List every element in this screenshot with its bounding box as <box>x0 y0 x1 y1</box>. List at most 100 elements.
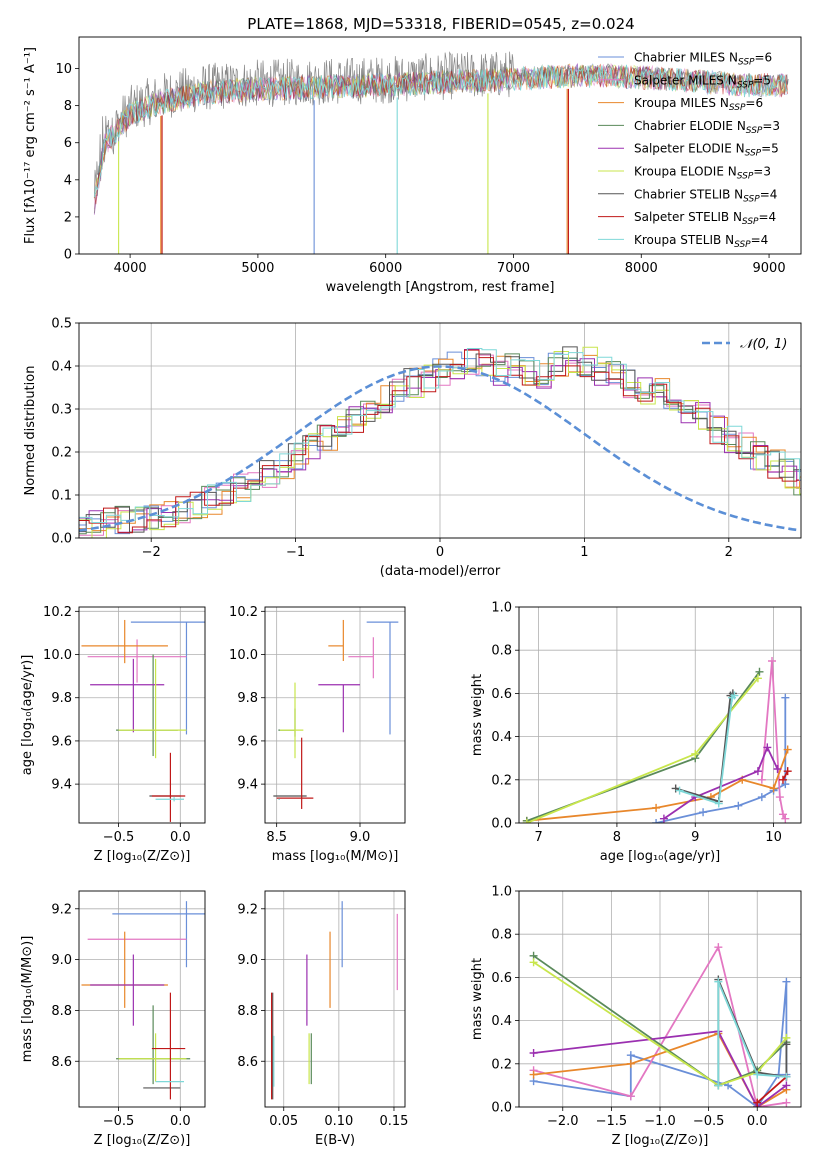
weight_vs_age-xlabel: age [log₁₀(age/yr)] <box>600 849 721 864</box>
mass_vs_EBV-ytick-label-2: 9.0 <box>237 953 258 968</box>
age_vs_mass-frame <box>264 606 406 824</box>
spectrum-legend-name-4: Salpeter ELODIE N <box>634 142 745 156</box>
age_vs_Z-xtick-label-1: 0.0 <box>170 830 191 845</box>
weight_vs_age-marker-1-2 <box>775 793 784 802</box>
age_vs_mass-ytick-label-0: 9.4 <box>237 778 258 793</box>
spectrum-legend-n-6: =4 <box>760 187 778 201</box>
weight_vs_age-marker-0-6 <box>781 693 790 702</box>
weight_vs_Z-marker-2-1 <box>626 1059 635 1068</box>
spectrum-ytick-label-4: 8 <box>64 99 72 114</box>
weight_vs_age-plot-area <box>522 657 792 823</box>
weight_vs_age-ylabel: mass weight <box>470 674 485 756</box>
residuals-xtick-label-1: −1 <box>286 545 305 560</box>
residuals-frame <box>78 322 802 539</box>
age_vs_Z-ylabel: age [log₁₀(age/yr)] <box>20 655 35 776</box>
spectrum-legend-name-6: Chabrier STELIB N <box>634 187 743 201</box>
age_vs_Z-frame <box>78 606 206 824</box>
residuals-ytick-label-4: 0.4 <box>51 360 72 375</box>
residuals-hist-6 <box>79 346 801 533</box>
spectrum-legend-label-8: Kroupa STELIB NSSP=4 <box>634 233 768 250</box>
spectrum-legend-name-8: Kroupa STELIB N <box>634 233 734 247</box>
weight_vs_Z-line-5 <box>533 961 788 1087</box>
weight_vs_Z-line-7 <box>756 1076 787 1104</box>
mass_vs_Z-ylabel: mass [log₁₀(M/M⊙)] <box>20 936 35 1063</box>
residuals-ytick-label-3: 0.3 <box>51 403 72 418</box>
age_vs_mass-ytick-label-4: 10.2 <box>229 605 258 620</box>
weight_vs_age-xtick-label-2: 9 <box>691 830 699 845</box>
spectrum-legend-sub-7: SSP <box>742 217 759 227</box>
weight_vs_age-marker-3-2 <box>755 667 764 676</box>
residuals-hist-7 <box>79 349 801 534</box>
weight_vs_Z-marker-0-2 <box>626 1051 635 1060</box>
age_vs_Z-ytick-label-0: 9.4 <box>51 778 72 793</box>
spectrum-ylabel: Flux [fλ10⁻¹⁷ erg cm⁻² s⁻¹ A⁻¹] <box>23 47 38 244</box>
spectrum-legend-sub-0: SSP <box>738 58 755 68</box>
mass_vs_EBV-ytick-label-3: 9.2 <box>237 902 258 917</box>
weight_vs_Z-marker-8-1 <box>714 977 723 986</box>
weight_vs_Z-ytick-label-0: 0.0 <box>491 1101 512 1116</box>
weight_vs_age-ytick-label-1: 0.2 <box>491 773 512 788</box>
age_vs_Z-ytick-label-3: 10.0 <box>43 648 72 663</box>
weight_vs_age-xtick-label-1: 8 <box>613 830 621 845</box>
weight_vs_age-marker-2-1 <box>652 803 661 812</box>
weight_vs_Z-marker-1-4 <box>782 1098 791 1107</box>
spectrum-legend-sub-4: SSP <box>745 149 762 159</box>
mass_vs_Z-xtick-label-1: 0.0 <box>170 1114 191 1129</box>
weight_vs_Z-marker-6-4 <box>782 1040 791 1049</box>
residuals-hist-8 <box>79 348 801 523</box>
mass_vs_Z-xtick-label-0: −0.5 <box>103 1114 135 1129</box>
weight_vs_age-xtick-label-3: 10 <box>765 830 782 845</box>
weight_vs_Z-plot-area <box>529 943 791 1107</box>
weight_vs_age-marker-1-4 <box>781 814 790 823</box>
spectrum-legend-name-2: Kroupa MILES N <box>634 96 729 110</box>
axes-layer: 4000 5000 6000 7000 8000 90000246810wavelengt… <box>20 36 802 1148</box>
spectrum-legend-label-4: Salpeter ELODIE NSSP=5 <box>634 142 779 159</box>
residuals-axes: −2 −1 0 1 2 0.0 0.1 0.2 0.3 0.4 0.5 (data-model)/er… <box>23 317 802 579</box>
mass_vs_EBV-xtick-label-2: 0.15 <box>379 1114 408 1129</box>
residuals-hist-0 <box>79 351 801 535</box>
spectrum-ytick-label-3: 6 <box>64 136 72 151</box>
weight_vs_age-marker-8-3 <box>730 691 739 700</box>
spectrum-legend-n-2: =6 <box>745 96 763 110</box>
age_vs_Z-plot-area <box>81 619 205 822</box>
age_vs_mass-ytick-label-2: 9.8 <box>237 691 258 706</box>
weight_vs_Z-ytick-label-1: 0.2 <box>491 1057 512 1072</box>
weight_vs_Z-xtick-label-4: 0.0 <box>747 1114 768 1129</box>
weight_vs_age-frame <box>518 606 802 824</box>
residuals-gaussian-line <box>79 365 799 532</box>
weight_vs_Z-ytick-label-3: 0.6 <box>491 971 512 986</box>
spectrum-model-line-4 <box>93 62 788 215</box>
weight_vs_Z-marker-7-0 <box>753 1098 762 1107</box>
weight_vs_Z-marker-5-0 <box>529 958 538 967</box>
weight_vs_age-line-2 <box>526 749 789 822</box>
weight_vs_age-xtick-label-0: 7 <box>534 830 542 845</box>
residuals-legend-label: 𝒩(0, 1) <box>740 337 787 352</box>
weight_vs_age-ytick-label-4: 0.8 <box>491 644 512 659</box>
weight_vs_age-marker-0-1 <box>699 808 708 817</box>
weight_vs_age-ytick-label-2: 0.4 <box>491 730 512 745</box>
mass_vs_Z-ytick-label-0: 8.6 <box>51 1055 72 1070</box>
residuals-ytick-label-2: 0.2 <box>51 446 72 461</box>
spectrum-xlabel: wavelength [Angstrom, rest frame] <box>326 280 555 295</box>
spectrum-legend-name-5: Kroupa ELODIE N <box>634 165 737 179</box>
residuals-xtick-label-3: 1 <box>580 545 588 560</box>
mass_vs_EBV-ytick-label-1: 8.8 <box>237 1004 258 1019</box>
weight_vs_Z-ylabel: mass weight <box>470 958 485 1040</box>
spectrum-model-line-7 <box>93 65 788 205</box>
age_vs_Z-ytick-label-4: 10.2 <box>43 605 72 620</box>
residuals-ylabel: Normed distribution <box>23 366 38 496</box>
spectrum-ytick-label-5: 10 <box>55 62 72 77</box>
weight_vs_age-marker-4-4 <box>773 765 782 773</box>
age_vs_mass-xtick-label-0: 8.5 <box>266 830 287 845</box>
spectrum-legend-name-7: Salpeter STELIB N <box>634 210 742 224</box>
age_vs_mass-ytick-label-3: 10.0 <box>229 648 258 663</box>
weight_vs_Z-marker-8-3 <box>782 1072 791 1081</box>
weight_vs_age-marker-5-2 <box>753 674 762 683</box>
spectrum-legend-n-7: =4 <box>758 210 776 224</box>
spectrum-legend-sub-3: SSP <box>746 126 763 136</box>
weight_vs_age-marker-7-0 <box>778 775 787 784</box>
weight_vs_age-marker-0-3 <box>757 793 766 802</box>
weight_vs_Z-xtick-label-1: −1.5 <box>596 1114 628 1129</box>
weight_vs_age-marker-4-2 <box>753 767 762 776</box>
